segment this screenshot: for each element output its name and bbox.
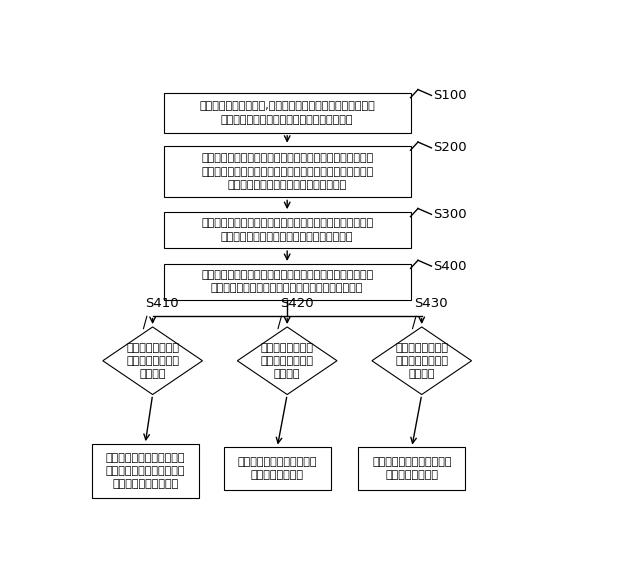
- Text: S200: S200: [433, 142, 467, 154]
- Text: 实时获取光伏并网系统的并网电流信息，根据所述并网电流
信息与所述线路保护参数的关系执行相应的保护措施: 实时获取光伏并网系统的并网电流信息，根据所述并网电流 信息与所述线路保护参数的关…: [201, 270, 374, 294]
- FancyBboxPatch shape: [164, 264, 410, 300]
- Text: 若所述并网电流信
息处于第二保护参
数范围时: 若所述并网电流信 息处于第二保护参 数范围时: [260, 343, 314, 379]
- Text: 调整至少一个所述分布式光
伏电站的输出效率: 调整至少一个所述分布式光 伏电站的输出效率: [372, 457, 451, 480]
- Text: S410: S410: [145, 297, 179, 310]
- Polygon shape: [237, 327, 337, 394]
- FancyBboxPatch shape: [164, 212, 410, 248]
- Text: 根据每一个所述分布式光伏电站的所述设备信息和所述运行
阈值范围，确定光伏并网系统的线路保护参数: 根据每一个所述分布式光伏电站的所述设备信息和所述运行 阈值范围，确定光伏并网系统…: [201, 219, 374, 242]
- FancyBboxPatch shape: [91, 444, 199, 498]
- Text: 分断所述光伏并网系统的主
回路断路器和各个所述分布
式光伏电站的关断模块: 分断所述光伏并网系统的主 回路断路器和各个所述分布 式光伏电站的关断模块: [105, 453, 185, 489]
- Text: S430: S430: [414, 297, 448, 310]
- Text: S400: S400: [433, 260, 467, 273]
- Text: S300: S300: [433, 208, 467, 221]
- FancyBboxPatch shape: [164, 93, 410, 133]
- FancyBboxPatch shape: [164, 146, 410, 198]
- Text: 定期或响应于清查信号,遍历光伏并网系统中所有的分布式光
伏电站，获取所述分布式光伏电站的设备信息: 定期或响应于清查信号,遍历光伏并网系统中所有的分布式光 伏电站，获取所述分布式光…: [199, 101, 375, 125]
- Text: S100: S100: [433, 89, 467, 102]
- Text: 若所述并网电流信
息处于第三保护参
数范围时: 若所述并网电流信 息处于第三保护参 数范围时: [395, 343, 448, 379]
- Text: S420: S420: [280, 297, 313, 310]
- Text: 根据所述设备信息将所有所述分布式光伏电站进行聚类，根
据光伏并网系统的线路信息和当前用电信息对聚类后的每一
类所述分布式光伏电站赋予运行阈值范围: 根据所述设备信息将所有所述分布式光伏电站进行聚类，根 据光伏并网系统的线路信息和…: [201, 153, 374, 190]
- Text: 调整至少一类所述分布式光
伏电站的输出效率: 调整至少一类所述分布式光 伏电站的输出效率: [237, 457, 317, 480]
- Polygon shape: [103, 327, 203, 394]
- Polygon shape: [372, 327, 471, 394]
- FancyBboxPatch shape: [224, 448, 331, 490]
- Text: 若所述并网电流信
息处于第一保护参
数范围时: 若所述并网电流信 息处于第一保护参 数范围时: [126, 343, 179, 379]
- FancyBboxPatch shape: [358, 448, 466, 490]
